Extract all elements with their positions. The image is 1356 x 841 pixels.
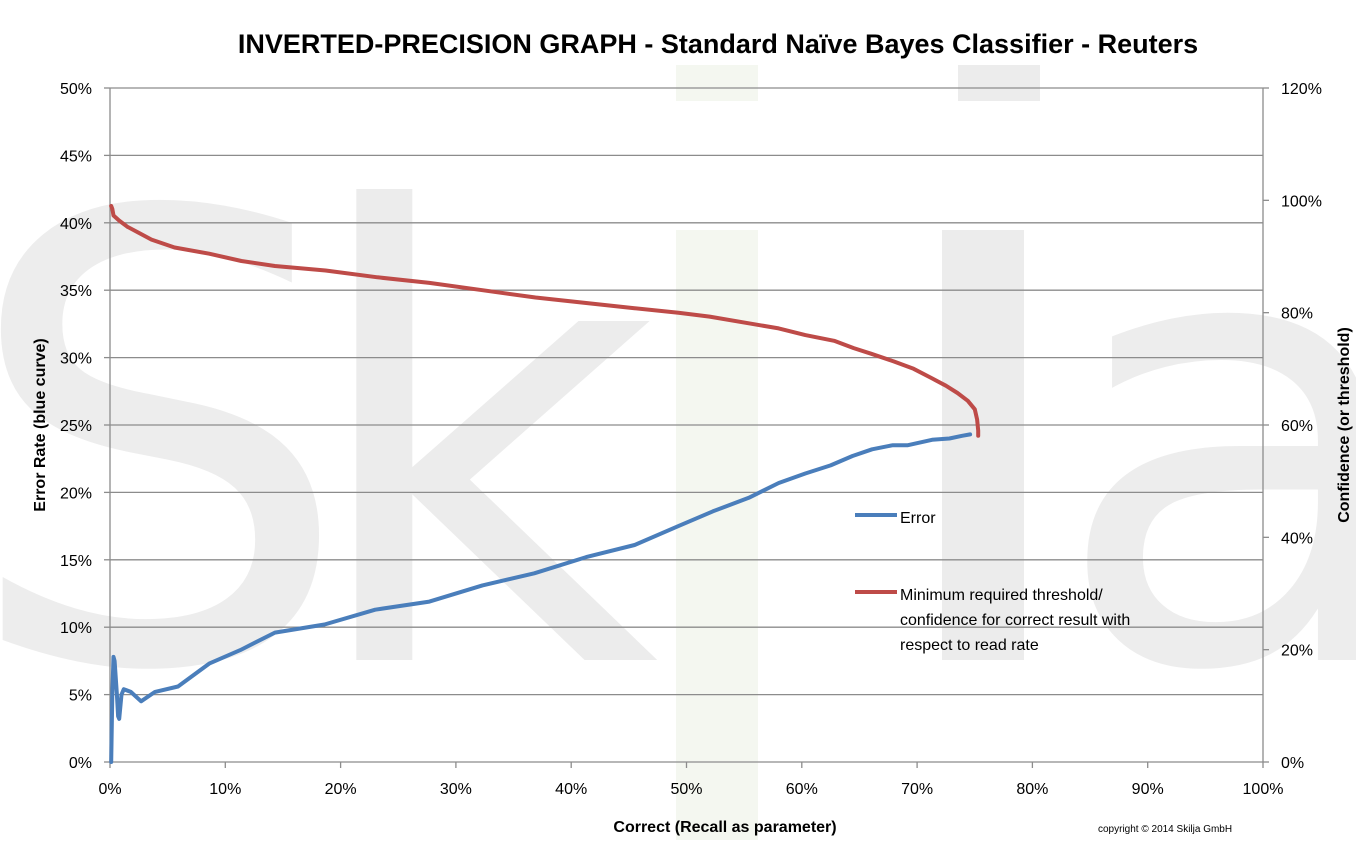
x-tick-label: 20% (325, 781, 357, 798)
y-tick-label: 5% (69, 688, 92, 705)
series-lines (109, 204, 981, 764)
legend-label-threshold-line: confidence for correct result with (900, 612, 1130, 629)
legend-label-error: Error (900, 510, 936, 527)
y2-tick-label: 80% (1281, 306, 1313, 323)
chart-title: INVERTED-PRECISION GRAPH - Standard Naïv… (238, 29, 1198, 59)
y2-axis-ticks: 0% 20% 40% 60% 80% 100% 120% (1263, 81, 1322, 772)
series-line-error (109, 432, 973, 764)
y2-tick-label: 100% (1281, 193, 1322, 210)
y-tick-label: 50% (60, 81, 92, 98)
copyright-text: copyright © 2014 Skilja GmbH (1098, 824, 1232, 835)
x-tick-label: 60% (786, 781, 818, 798)
y-tick-label: 0% (69, 755, 92, 772)
x-tick-label: 90% (1132, 781, 1164, 798)
y2-tick-label: 60% (1281, 418, 1313, 435)
y2-tick-label: 0% (1281, 755, 1304, 772)
y2-tick-label: 20% (1281, 643, 1313, 660)
x-tick-label: 70% (901, 781, 933, 798)
y-axis-label: Error Rate (blue curve) (32, 338, 49, 511)
series-line-threshold (109, 204, 981, 438)
x-tick-label: 100% (1243, 781, 1284, 798)
y-tick-label: 45% (60, 148, 92, 165)
y-tick-label: 20% (60, 485, 92, 502)
y-tick-label: 15% (60, 553, 92, 570)
x-tick-label: 80% (1016, 781, 1048, 798)
x-axis-ticks: 0% 10% 20% 30% 40% 50% 60% 70% 80% 90% 100% (98, 762, 1283, 798)
x-tick-label: 40% (555, 781, 587, 798)
y2-tick-label: 120% (1281, 81, 1322, 98)
legend-label-threshold-line: respect to read rate (900, 637, 1039, 654)
svg-text:k: k (300, 86, 659, 807)
x-tick-label: 10% (209, 781, 241, 798)
x-axis-label: Correct (Recall as parameter) (613, 819, 836, 836)
legend-label-threshold-line: Minimum required threshold/ (900, 587, 1103, 604)
watermark-logo: S k a (0, 65, 1356, 840)
legend-label-threshold: Minimum required threshold/ confidence f… (900, 587, 1135, 654)
y-axis-ticks: 0% 5% 10% 15% 20% 25% 30% 35% 40% 45% 50% (60, 81, 110, 772)
x-tick-label: 0% (98, 781, 121, 798)
x-tick-label: 30% (440, 781, 472, 798)
y2-axis-label: Confidence (or threshold) (1336, 327, 1353, 523)
y-tick-label: 30% (60, 351, 92, 368)
y2-tick-label: 40% (1281, 530, 1313, 547)
legend: Error Minimum required threshold/ confid… (855, 510, 1135, 654)
svg-text:a: a (1050, 86, 1356, 807)
y-tick-label: 10% (60, 620, 92, 637)
y-tick-label: 35% (60, 283, 92, 300)
x-tick-label: 50% (670, 781, 702, 798)
y-tick-label: 25% (60, 418, 92, 435)
gridlines (110, 87, 1263, 696)
y-tick-label: 40% (60, 216, 92, 233)
